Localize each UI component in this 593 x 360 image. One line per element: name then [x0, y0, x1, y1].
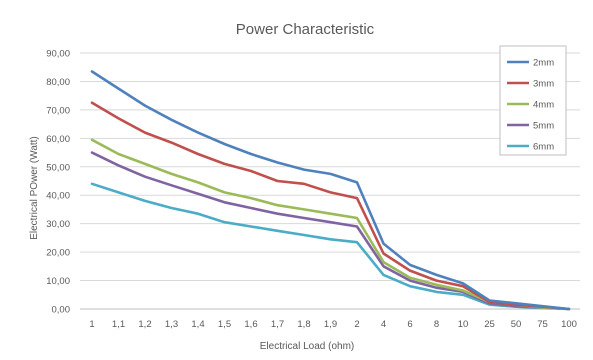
- x-tick-labels: 1 1,1 1,2 1,3 1,4 1,5 1,6 1,7 1,8 1,9 2 4 6 8 10 25 50 75…: [89, 319, 577, 330]
- x-tick-label: 6: [407, 319, 412, 330]
- x-tick-label: 1,3: [165, 319, 178, 330]
- legend-label-6mm: 6mm: [533, 142, 554, 153]
- x-tick-label: 10: [458, 319, 469, 330]
- y-tick-label: 80,00: [46, 77, 70, 88]
- x-tick-label: 1,2: [138, 319, 151, 330]
- legend-label-2mm: 2mm: [533, 58, 554, 69]
- x-tick-label: 1,7: [271, 319, 284, 330]
- legend-label-4mm: 4mm: [533, 100, 554, 111]
- y-axis-label: Electrical POwer (Watt): [29, 136, 40, 240]
- x-tick-label: 1,6: [244, 319, 257, 330]
- chart-title: Power Characteristic: [236, 21, 375, 38]
- legend-label-5mm: 5mm: [533, 121, 554, 132]
- series-line-6mm: [90, 182, 571, 311]
- x-tick-label: 2: [354, 319, 359, 330]
- series-line-5mm: [90, 151, 571, 311]
- series-line-2mm: [90, 70, 571, 311]
- x-tick-label: 4: [381, 319, 386, 330]
- x-tick-label: 50: [511, 319, 522, 330]
- x-tick-label: 1: [89, 319, 94, 330]
- y-tick-label: 0,00: [52, 305, 71, 316]
- y-tick-label: 60,00: [46, 134, 70, 145]
- x-tick-label: 8: [434, 319, 439, 330]
- x-axis-label: Electrical Load (ohm): [260, 341, 354, 352]
- y-tick-label: 30,00: [46, 219, 70, 230]
- y-tick-label: 50,00: [46, 162, 70, 173]
- y-tick-label: 40,00: [46, 191, 70, 202]
- grid-layer: [80, 52, 580, 310]
- x-tick-label: 25: [484, 319, 495, 330]
- y-tick-label: 10,00: [46, 276, 70, 287]
- x-tick-label: 75: [537, 319, 548, 330]
- x-tick-label: 1,5: [218, 319, 231, 330]
- legend-box: [499, 45, 567, 156]
- y-tick-label: 90,00: [46, 49, 70, 60]
- x-tick-label: 1,9: [324, 319, 337, 330]
- y-tick-label: 70,00: [46, 105, 70, 116]
- legend: 2mm 3mm 4mm 5mm 6mm: [499, 45, 567, 156]
- x-tick-label: 1,4: [191, 319, 204, 330]
- legend-label-3mm: 3mm: [533, 79, 554, 90]
- series-line-3mm: [90, 101, 571, 311]
- y-tick-labels: 0,00 10,00 20,00 30,00 40,00 50,00 60,00 70,00 8…: [46, 49, 70, 316]
- y-tick-label: 20,00: [46, 248, 70, 259]
- x-tick-label: 1,1: [112, 319, 125, 330]
- x-tick-label: 1,8: [297, 319, 310, 330]
- series-layer: [90, 70, 571, 311]
- x-tick-label: 100: [561, 319, 577, 330]
